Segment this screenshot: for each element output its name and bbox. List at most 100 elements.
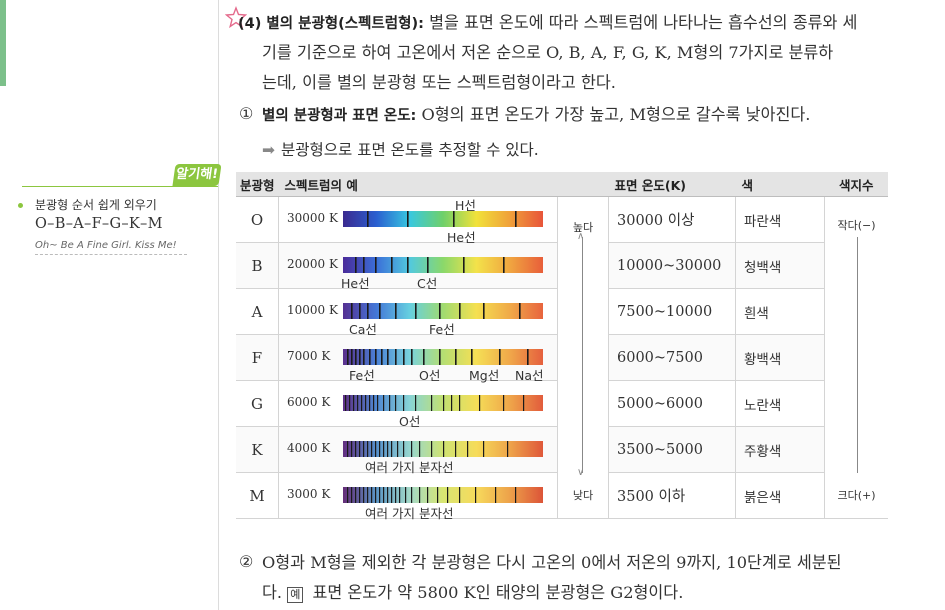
absorption-line <box>399 487 401 503</box>
section-text-1: 별을 표면 온도에 따라 스펙트럼에 나타나는 흡수선의 종류와 세 <box>429 13 858 32</box>
absorption-line <box>371 487 373 503</box>
absorption-line <box>387 349 389 365</box>
spectrum-kelvin-label: 10000 K <box>287 303 338 317</box>
absorption-line <box>383 487 385 503</box>
spectrum-kelvin-label: 4000 K <box>287 441 331 455</box>
absorption-line <box>427 257 429 273</box>
absorption-line <box>405 487 407 503</box>
absorption-line-label: Mg선 <box>469 368 500 383</box>
absorption-line-label: Na선 <box>515 368 544 383</box>
absorption-line <box>527 349 529 365</box>
absorption-line <box>499 349 501 365</box>
spectrum-gradient <box>343 487 543 503</box>
table-header-row: 분광형 스펙트럼의 예 표면 온도(K) 색 색지수 <box>236 172 888 197</box>
color-index-cell: 작다(−) 크다(+) <box>824 196 888 519</box>
spectrum-gradient <box>343 349 543 365</box>
absorption-line <box>351 303 353 319</box>
absorption-line <box>359 441 361 457</box>
table-row: G 6000 K O선 5000~6000 노란색 <box>236 380 888 429</box>
margin-sidebar: 알기해! 분광형 순서 쉽게 외우기 O–B–A–F–G–K–M Oh~ Be … <box>0 0 222 610</box>
absorption-line <box>515 211 517 227</box>
star-color-cell: 파란색 <box>735 196 825 243</box>
color-index-low-label: 작다(−) <box>837 219 876 232</box>
header-class: 분광형 <box>236 172 279 197</box>
absorption-line <box>395 395 397 411</box>
absorption-line <box>351 349 353 365</box>
spectrum-kelvin-label: 30000 K <box>287 211 338 225</box>
absorption-line <box>375 257 377 273</box>
absorption-line <box>375 487 377 503</box>
spectrum-cell: 7000 K Fe선 O선 Mg선 Na선 <box>278 334 558 383</box>
spectrum-bar <box>343 487 543 503</box>
absorption-line <box>367 211 369 227</box>
table-row: A 10000 K Ca선 Fe선 7500~10000 흰색 <box>236 288 888 337</box>
absorption-line <box>353 395 355 411</box>
star-color-cell: 주황색 <box>735 426 825 473</box>
absorption-line <box>395 349 397 365</box>
absorption-line <box>371 441 373 457</box>
absorption-line <box>369 349 371 365</box>
point2-line-2: 다. 예 표면 온도가 약 5800 K인 태양의 분광형은 G2형이다. <box>262 582 683 604</box>
absorption-line-label: O선 <box>399 414 421 429</box>
section-line-2: 기를 기준으로 하여 고온에서 저온 순으로 O, B, A, F, G, K,… <box>262 43 834 62</box>
example-tag: 예 <box>287 587 304 603</box>
absorption-line <box>431 441 433 457</box>
right-arrow-icon: ➡ <box>262 141 275 159</box>
absorption-line <box>443 441 445 457</box>
absorption-line <box>411 487 413 503</box>
absorption-line <box>391 441 393 457</box>
absorption-line <box>459 303 461 319</box>
sidebar-tab-marker <box>0 0 6 86</box>
header-color: 색 <box>735 172 825 197</box>
table-row: B 20000 K He선 C선 10000~30000 청백색 <box>236 242 888 291</box>
point1-number: ① <box>239 104 254 123</box>
table-row: M 3000 K 여러 가지 분자선 3500 이하 붉은색 <box>236 472 888 521</box>
tip-badge: 알기해! <box>172 164 222 186</box>
absorption-line <box>379 303 381 319</box>
section-line-1: (4) 별의 분광형(스펙트럼형): 별을 표면 온도에 따라 스펙트럼에 나타… <box>238 12 857 35</box>
absorption-line <box>351 487 353 503</box>
absorption-line <box>381 349 383 365</box>
point2-number: ② <box>239 552 254 571</box>
spectrum-cell: 30000 K H선 He선 <box>278 196 558 245</box>
spectrum-gradient <box>343 257 543 273</box>
absorption-line <box>355 257 357 273</box>
spectrum-bar <box>343 211 543 227</box>
star-color-cell: 노란색 <box>735 380 825 427</box>
spectrum-bar <box>343 303 543 319</box>
spectrum-kelvin-label: 6000 K <box>287 395 331 409</box>
star-color-cell: 황백색 <box>735 334 825 381</box>
absorption-line <box>403 395 405 411</box>
point1-line: 별의 분광형과 표면 온도: O형의 표면 온도가 가장 높고, M형으로 갈수… <box>262 104 810 127</box>
absorption-line <box>459 487 461 503</box>
absorption-line <box>363 349 365 365</box>
absorption-line <box>397 441 399 457</box>
absorption-line <box>375 441 377 457</box>
point1-text: O형의 표면 온도가 가장 높고, M형으로 갈수록 낮아진다. <box>421 105 811 124</box>
spectrum-kelvin-label: 7000 K <box>287 349 331 363</box>
absorption-line <box>407 211 409 227</box>
absorption-line <box>391 257 393 273</box>
absorption-line <box>363 441 365 457</box>
absorption-line <box>359 349 361 365</box>
absorption-line <box>437 487 439 503</box>
absorption-line <box>359 303 361 319</box>
spectrum-gradient <box>343 211 543 227</box>
absorption-line <box>443 395 445 411</box>
point2-text-post: 표면 온도가 약 5800 K인 태양의 분광형은 G2형이다. <box>312 583 684 602</box>
header-spectrum: 스펙트럼의 예 <box>278 172 558 197</box>
absorption-line-label: Fe선 <box>429 322 455 337</box>
spectrum-cell: 3000 K 여러 가지 분자선 <box>278 472 558 521</box>
absorption-line <box>387 487 389 503</box>
temp-low-label: 낮다 <box>572 489 594 502</box>
absorption-line <box>453 211 455 227</box>
absorption-line <box>357 395 359 411</box>
temp-arrow-line <box>582 237 583 473</box>
absorption-line <box>415 395 417 411</box>
absorption-line <box>459 395 461 411</box>
absorption-line-label: O선 <box>419 368 441 383</box>
spectral-class-cell: A <box>236 288 279 335</box>
absorption-line <box>391 487 393 503</box>
surface-temperature-cell: 3500~5000 <box>608 426 736 473</box>
absorption-line <box>355 487 357 503</box>
